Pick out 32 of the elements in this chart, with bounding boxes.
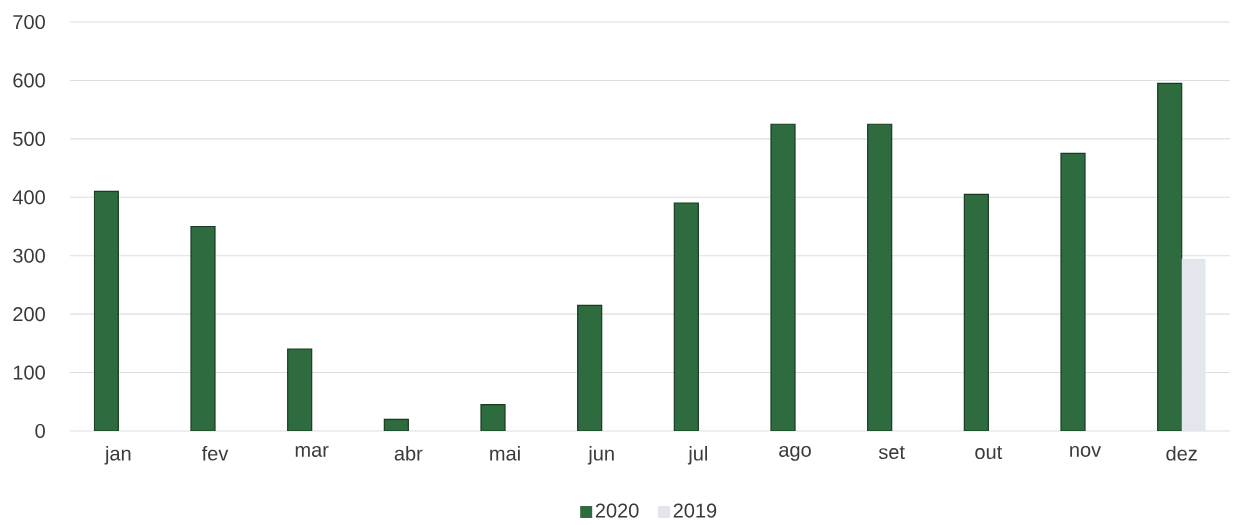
x-tick-label: jul (687, 445, 707, 465)
y-tick-label: 200 (13, 307, 45, 322)
bar (93, 190, 119, 431)
bar (770, 123, 796, 431)
x-tick-label: mar (295, 445, 329, 457)
y-tick-label: 100 (13, 365, 45, 380)
y-tick-label: 600 (13, 73, 45, 88)
x-tick-label: out (975, 445, 1003, 460)
x-tick-label: mai (490, 445, 520, 461)
bar (867, 123, 893, 431)
bar (287, 348, 313, 431)
bar (963, 193, 989, 431)
y-tick-label: 400 (12, 190, 45, 205)
x-tick-label: set (878, 445, 905, 460)
bar (1157, 82, 1183, 431)
legend-label: 2020 (595, 503, 639, 518)
legend-label: 2019 (673, 503, 717, 518)
y-tick-label: 0 (35, 423, 45, 439)
x-tick-label: abr (394, 445, 423, 461)
y-tick-label: 700 (13, 14, 45, 30)
bar (577, 304, 603, 431)
bar (673, 202, 699, 431)
bar (1060, 152, 1086, 431)
y-tick-label: 500 (13, 131, 45, 146)
x-tick-label: fev (201, 445, 229, 461)
x-tick-label: dez (1166, 445, 1197, 461)
x-tick-label: ago (779, 445, 811, 461)
x-tick-label: jan (104, 445, 131, 465)
x-tick-label: jun (587, 445, 614, 465)
x-tick-label: nov (1070, 445, 1102, 457)
y-tick-label: 300 (13, 248, 45, 263)
bar (190, 225, 216, 431)
